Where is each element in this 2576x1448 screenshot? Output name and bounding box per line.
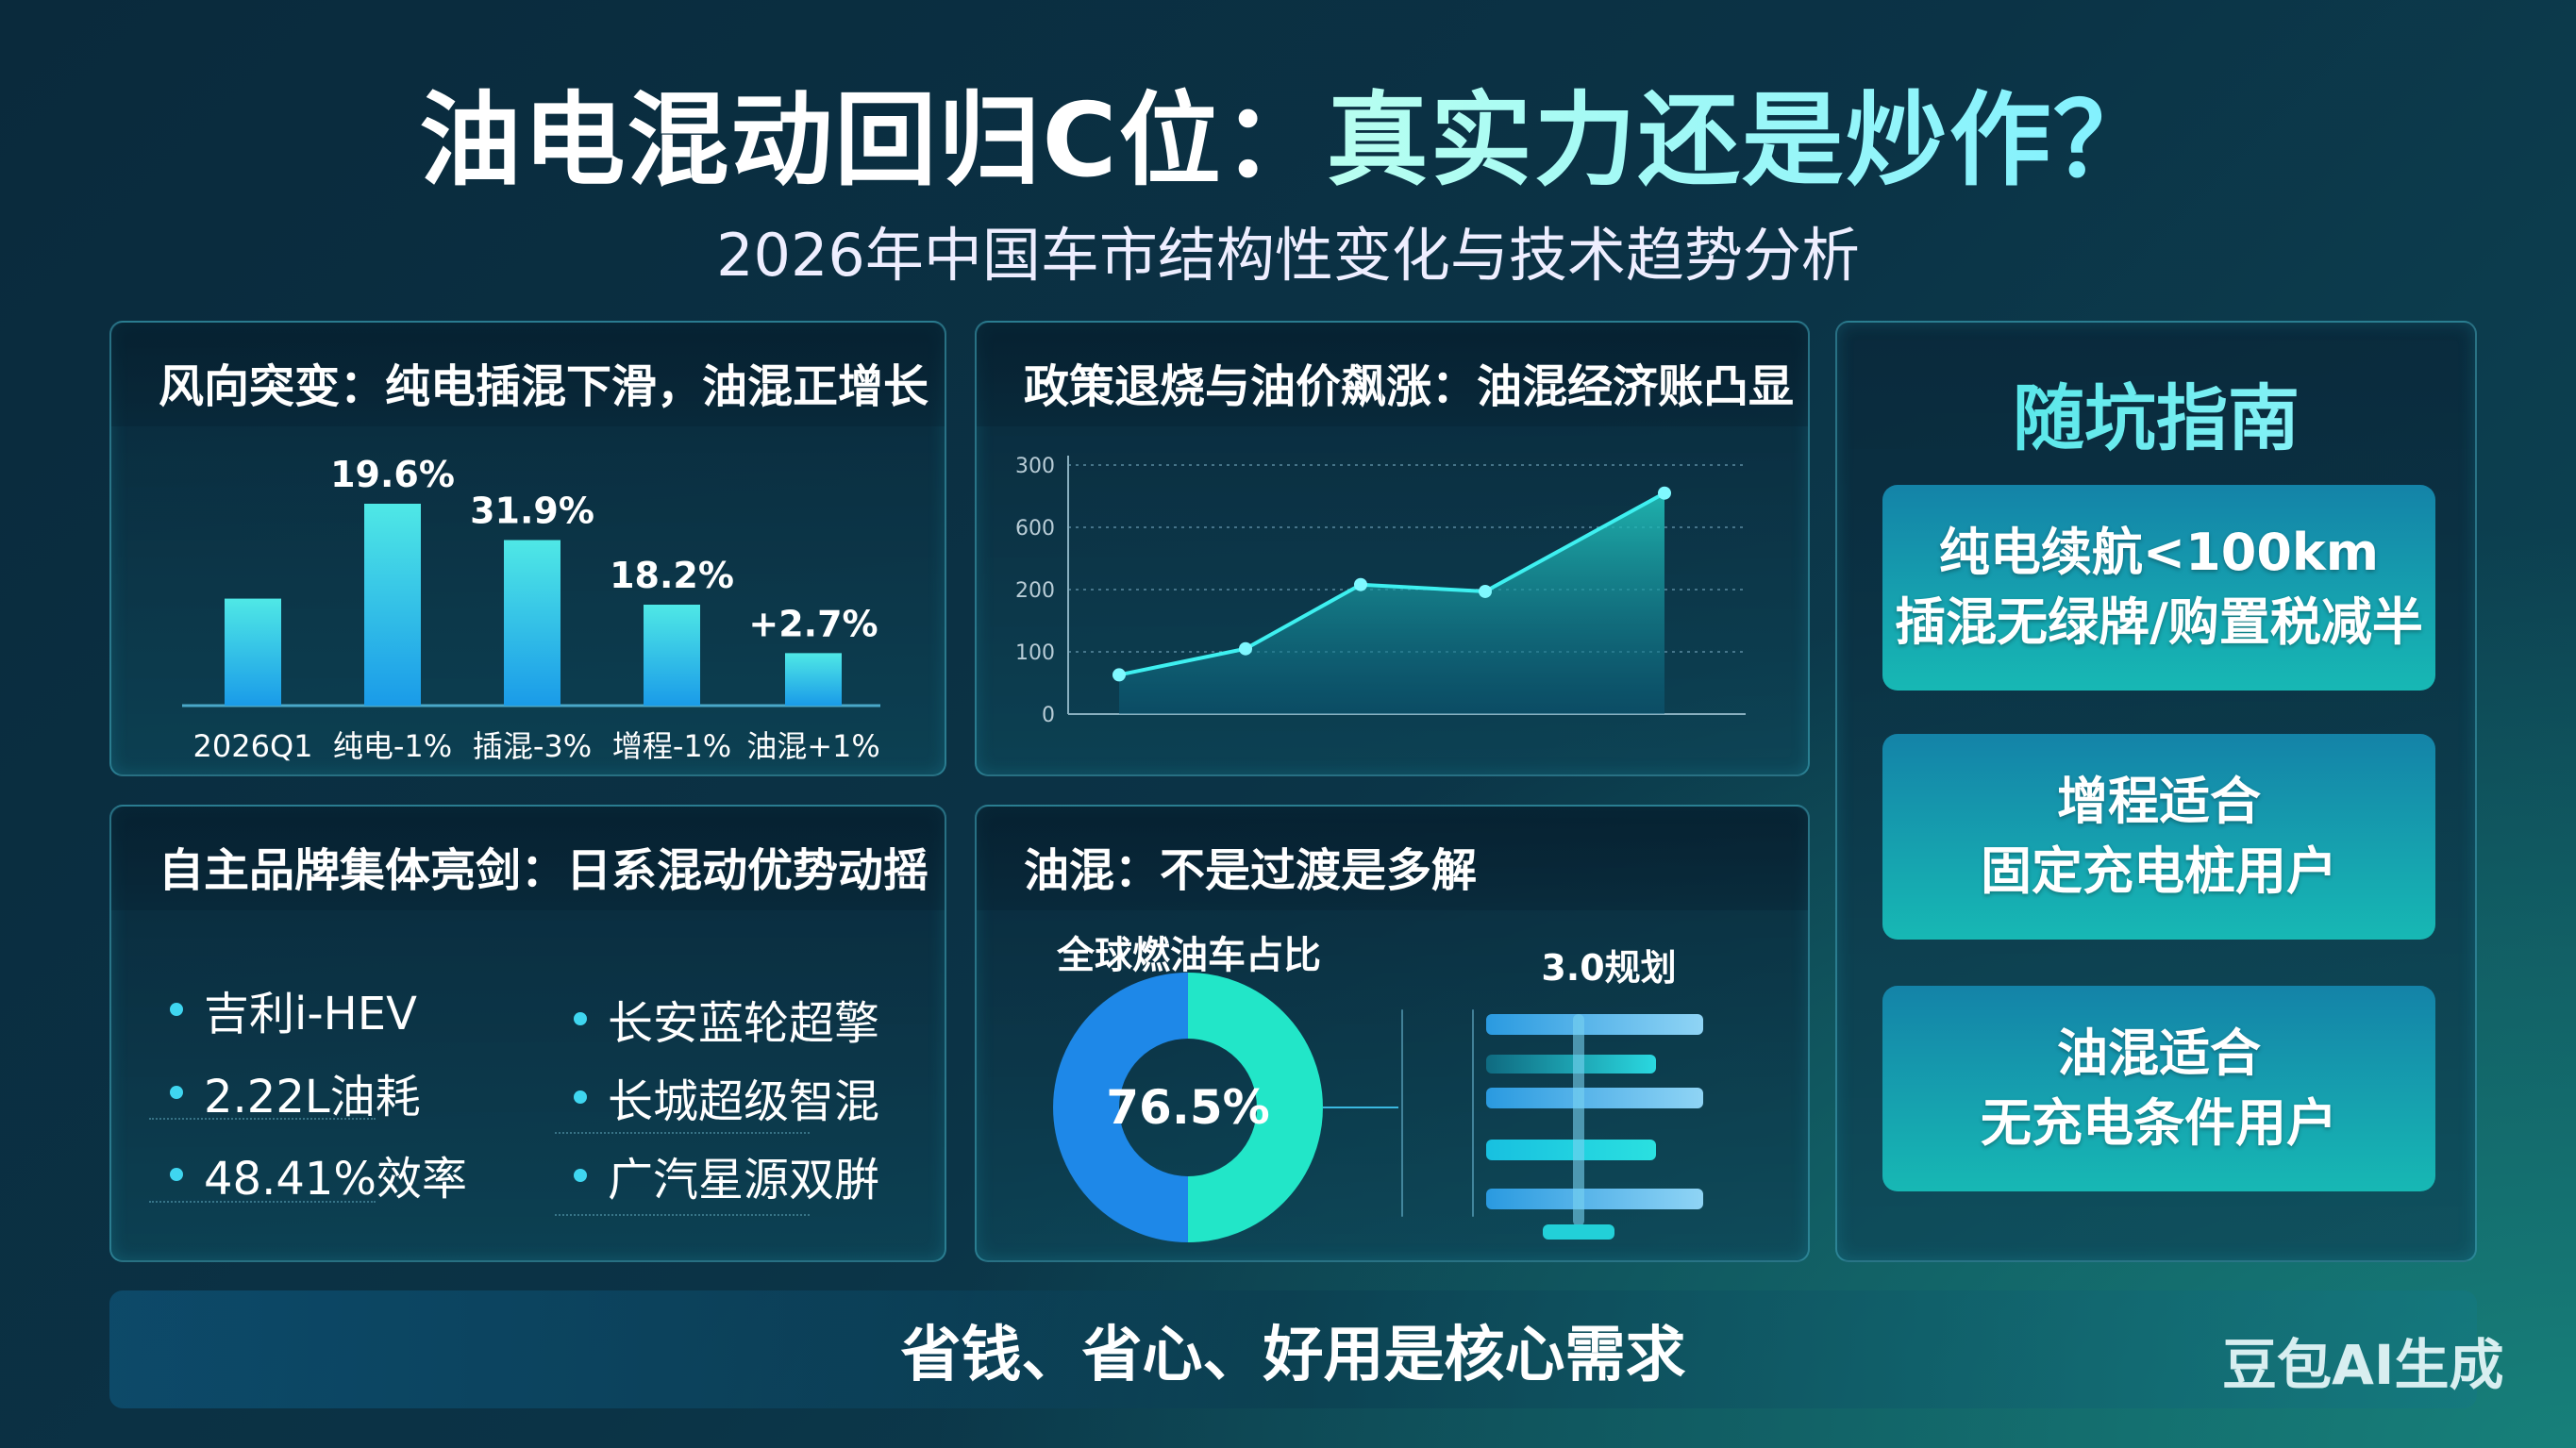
divider [149,1118,376,1120]
title-part1: 油电混动回归C位： [419,82,1327,200]
card-line: 油混适合 [2057,1024,2261,1083]
sales-trend-panel: 风向突变：纯电插混下滑，油混正增长 2026Q1 19.6% 纯电-1% 31.9% 插… [109,321,946,776]
title-part2: 真实力还是炒作？ [1326,82,2157,200]
donut-label: 全球燃油车占比 [1057,934,1321,977]
y-tick-label: 0 [1042,704,1055,727]
donut-chart: 76.5% [1053,973,1398,1242]
data-point [1239,641,1252,656]
brand-item: 吉利i-HEV [170,976,417,1042]
bar [504,540,560,706]
bar [644,605,700,706]
area-fill [1119,492,1664,714]
brand-item: 2.22L油耗 [170,1059,421,1125]
panel-heading: 风向突变：纯电插混下滑，油混正增长 [111,323,945,426]
card-line: 无充电条件用户 [1981,1093,2337,1153]
bullet-icon [574,1012,587,1025]
hybrid-panel: 油混：不是过渡是多解 全球燃油车占比 76.5% 3.0规划 [975,805,1810,1262]
card-line: 增程适合 [2057,772,2261,831]
line-chart: 0 100 200 600 300 [1015,455,1746,727]
bar-value-label: 19.6% [330,454,455,495]
brand-item: 长城超级智混 [574,1064,879,1130]
bullet-icon [574,1169,587,1182]
guide-title: 随坑指南 [1837,360,2475,464]
brand-item-text: 长安蓝轮超擎 [608,997,880,1050]
page-subtitle: 2026年中国车市结构性变化与技术趋势分析 [716,221,1860,290]
brand-item-text: 广汽星源双腁 [608,1154,880,1207]
card-line: 固定充电桩用户 [1981,841,2337,901]
brand-item: 广汽星源双腁 [574,1142,879,1208]
slogan-bar: 省钱、省心、好用是核心需求 [109,1290,2477,1408]
category-label: 2026Q1 [193,728,313,764]
guide-panel: 随坑指南 纯电续航<100km 插混无绿牌/购置税减半 增程适合固定充电桩用户 油… [1835,321,2477,1262]
panel-heading: 自主品牌集体亮剑：日系混动优势动摇 [111,807,945,910]
card-line: 插混无绿牌/购置税减半 [1895,592,2423,652]
bar [225,598,281,706]
bar [785,653,842,706]
panel-heading: 政策退烧与油价飙涨：油混经济账凸显 [977,323,1808,426]
bar [364,504,421,706]
data-point [1658,486,1671,500]
brands-panel: 自主品牌集体亮剑：日系混动优势动摇 吉利i-HEV 2.22L油耗 48.41%效率… [109,805,946,1262]
brand-item-text: 长城超级智混 [608,1075,880,1128]
guide-card: 增程适合固定充电桩用户 [1882,734,2435,940]
panel-heading: 油混：不是过渡是多解 [977,807,1808,910]
y-tick-label: 200 [1015,579,1055,603]
bar-value-label: 18.2% [610,555,734,596]
category-label: 插混-3% [473,728,592,764]
data-point [1112,668,1126,682]
y-tick-label: 600 [1015,517,1055,541]
donut-segment [1186,973,1323,1242]
brand-item-text: 2.22L油耗 [204,1071,421,1123]
bar-value-label: +2.7% [748,603,878,644]
divider [149,1201,376,1203]
data-point [1354,577,1367,591]
y-tick-label: 300 [1015,455,1055,478]
category-label: 纯电-1% [333,728,452,764]
brand-item: 48.41%效率 [170,1141,467,1207]
bar-chart: 2026Q1 19.6% 纯电-1% 31.9% 插混-3% 18.2% 增程-1% +2.7… [182,454,880,764]
policy-panel: 政策退烧与油价飙涨：油混经济账凸显 0 100 200 600 300 [975,321,1810,776]
brand-item: 长安蓝轮超擎 [574,986,879,1052]
bullet-icon [574,1090,587,1104]
brand-item-text: 48.41%效率 [204,1153,468,1206]
donut-center-label: 76.5% [1106,1080,1269,1135]
bullet-icon [170,1003,183,1016]
y-tick-label: 100 [1015,641,1055,665]
category-label: 油混+1% [746,728,880,764]
watermark: 豆包AI生成 [2222,1333,2504,1397]
bullet-icon [170,1086,183,1099]
donut-segment [1053,973,1190,1242]
brand-item-text: 吉利i-HEV [204,988,417,1040]
slogan-text: 省钱、省心、好用是核心需求 [900,1320,1686,1390]
divider [555,1214,810,1216]
guide-card: 纯电续航<100km 插混无绿牌/购置税减半 [1882,485,2435,691]
roadmap-graphic [1401,1009,1807,1255]
plan-label: 3.0规划 [1541,947,1677,989]
page-title: 油电混动回归C位：真实力还是炒作？ [0,58,2576,206]
bar-value-label: 31.9% [470,491,594,532]
category-label: 增程-1% [612,728,731,764]
guide-card: 油混适合无充电条件用户 [1882,986,2435,1191]
data-point [1479,584,1492,598]
card-line: 纯电续航<100km [1938,523,2380,582]
divider [555,1132,810,1134]
bullet-icon [170,1168,183,1181]
